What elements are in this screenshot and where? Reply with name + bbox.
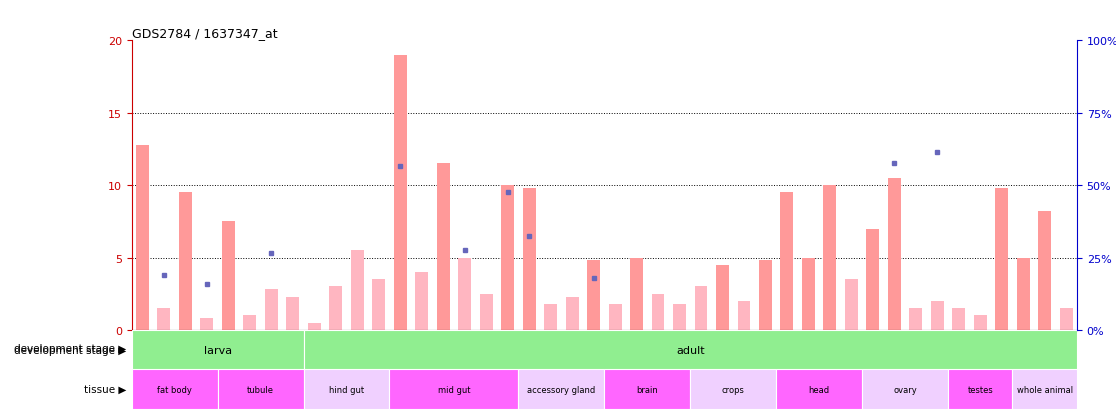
Bar [132, 370, 218, 409]
Bar [802, 258, 815, 330]
Bar [862, 370, 949, 409]
Bar [587, 261, 600, 330]
Text: tubule: tubule [247, 385, 275, 394]
Bar [866, 229, 879, 330]
Bar [1060, 309, 1072, 330]
Bar [1017, 258, 1030, 330]
Bar [436, 164, 450, 330]
Bar [157, 309, 171, 330]
Bar [910, 309, 922, 330]
Text: tissue ▶: tissue ▶ [84, 384, 126, 394]
Bar [179, 193, 192, 330]
Bar [480, 294, 492, 330]
Bar [415, 272, 429, 330]
Text: whole animal: whole animal [1017, 385, 1072, 394]
Bar [389, 370, 519, 409]
Bar [132, 330, 304, 370]
Bar [605, 370, 690, 409]
Bar [690, 370, 777, 409]
Text: ovary: ovary [893, 385, 917, 394]
Bar [394, 56, 406, 330]
Bar [501, 186, 514, 330]
Bar [995, 189, 1008, 330]
Text: brain: brain [636, 385, 658, 394]
Bar [845, 280, 858, 330]
Bar [694, 287, 708, 330]
Bar [136, 145, 148, 330]
Bar [1012, 370, 1077, 409]
Text: GDS2784 / 1637347_at: GDS2784 / 1637347_at [132, 27, 277, 40]
Bar [522, 189, 536, 330]
Bar [350, 251, 364, 330]
Text: fat body: fat body [157, 385, 192, 394]
Bar [264, 290, 278, 330]
Bar [308, 323, 320, 330]
Bar [518, 370, 605, 409]
Text: head: head [809, 385, 829, 394]
Bar [974, 316, 987, 330]
Text: testes: testes [968, 385, 993, 394]
Bar [738, 301, 750, 330]
Bar [218, 370, 304, 409]
Text: accessory gland: accessory gland [527, 385, 596, 394]
Bar [545, 304, 557, 330]
Bar [201, 318, 213, 330]
Bar [373, 280, 385, 330]
Text: larva: larva [203, 345, 232, 355]
Bar [1038, 212, 1051, 330]
Text: adult: adult [676, 345, 704, 355]
Bar [566, 297, 578, 330]
Bar [888, 178, 901, 330]
Bar [287, 297, 299, 330]
Bar [931, 301, 944, 330]
Bar [329, 287, 343, 330]
Bar [631, 258, 643, 330]
Bar [759, 261, 772, 330]
Text: mid gut: mid gut [437, 385, 470, 394]
Bar [952, 309, 965, 330]
Bar [673, 304, 686, 330]
Bar [304, 330, 1077, 370]
Bar [222, 222, 234, 330]
Text: hind gut: hind gut [329, 385, 364, 394]
Text: crops: crops [722, 385, 744, 394]
Bar [780, 193, 793, 330]
Bar [949, 370, 1012, 409]
Bar [304, 370, 389, 409]
Text: development stage ▶: development stage ▶ [13, 345, 126, 355]
Bar [243, 316, 257, 330]
Bar [652, 294, 664, 330]
Text: development stage ▶: development stage ▶ [13, 343, 126, 353]
Bar [824, 186, 836, 330]
Bar [608, 304, 622, 330]
Bar [777, 370, 862, 409]
Bar [716, 265, 729, 330]
Bar [459, 258, 471, 330]
